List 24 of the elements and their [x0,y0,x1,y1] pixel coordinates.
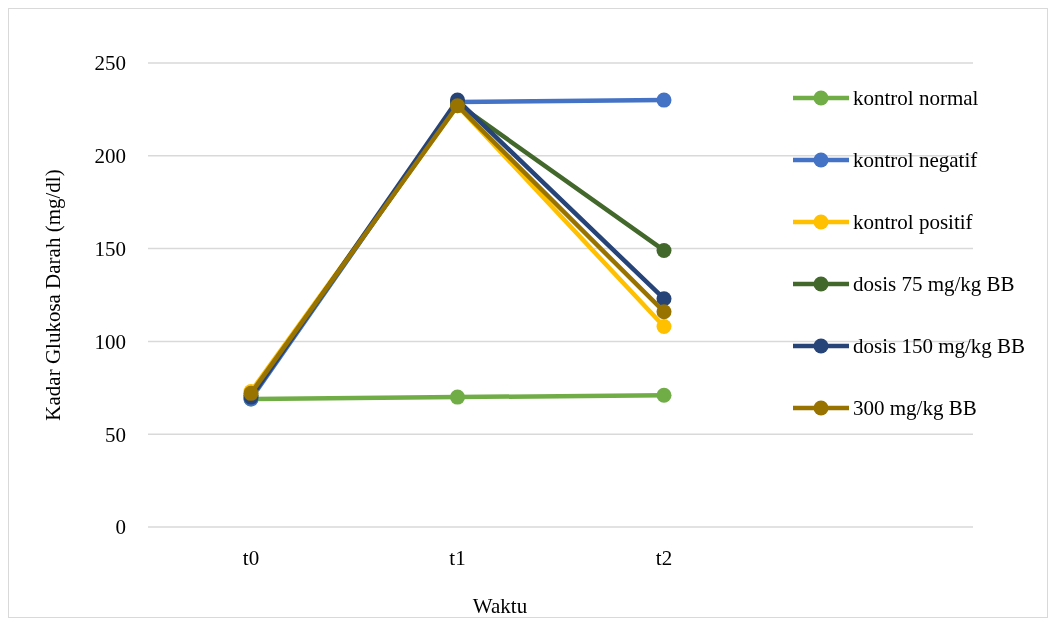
legend-label: dosis 75 mg/kg BB [853,272,1015,297]
legend-label: kontrol positif [853,210,973,235]
y-tick-label: 150 [94,236,126,261]
y-tick-label: 250 [94,51,126,76]
x-tick-label: t2 [655,546,673,570]
legend-label: 300 mg/kg BB [853,396,977,421]
legend-label: kontrol negatif [853,148,978,173]
point [656,242,672,258]
x-axis-title: Waktu [472,594,528,618]
y-axis-title: Kadar Glukosa Darah (mg/dl) [41,169,65,421]
point [656,291,672,307]
y-tick-label: 0 [115,515,126,540]
legend-label: kontrol normal [853,86,979,111]
x-tick-label: t1 [449,546,466,570]
point [656,92,672,108]
point [656,304,672,320]
point [656,319,672,335]
legend-label: dosis 150 mg/kg BB [853,334,1026,359]
x-tick-label: t0 [242,546,260,570]
y-tick-label: 100 [94,329,126,354]
y-tick-label: 200 [94,144,126,169]
point [656,387,672,403]
point [450,389,465,405]
y-tick-label: 50 [105,422,126,447]
